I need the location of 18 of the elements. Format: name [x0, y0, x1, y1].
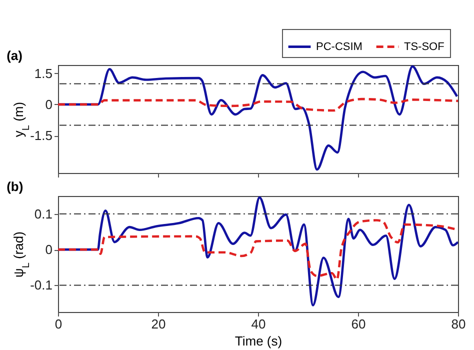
chart-title: (a)	[6, 48, 22, 63]
x-tick-label: 0	[54, 316, 62, 332]
line-series	[58, 98, 458, 112]
line-series	[58, 219, 458, 281]
x-axis-title: Time (s)	[234, 334, 282, 348]
y-tick-label: -0.1	[30, 278, 52, 293]
y-tick-label: 0.1	[34, 206, 52, 222]
x-tick-label: 80	[451, 316, 466, 332]
legend-label: PC-CSIM	[316, 40, 362, 53]
y-tick-label: 0	[45, 96, 52, 112]
chart-title: (b)	[6, 179, 24, 194]
y-tick-label: -1.5	[30, 128, 52, 144]
x-tick-label: 20	[151, 316, 166, 332]
legend-label: TS-SOF	[404, 40, 445, 53]
x-tick-label: 60	[351, 316, 366, 332]
y-tick-label: 1.5	[34, 66, 52, 81]
y-tick-label: 0	[45, 242, 52, 258]
x-tick-label: 40	[251, 316, 266, 332]
